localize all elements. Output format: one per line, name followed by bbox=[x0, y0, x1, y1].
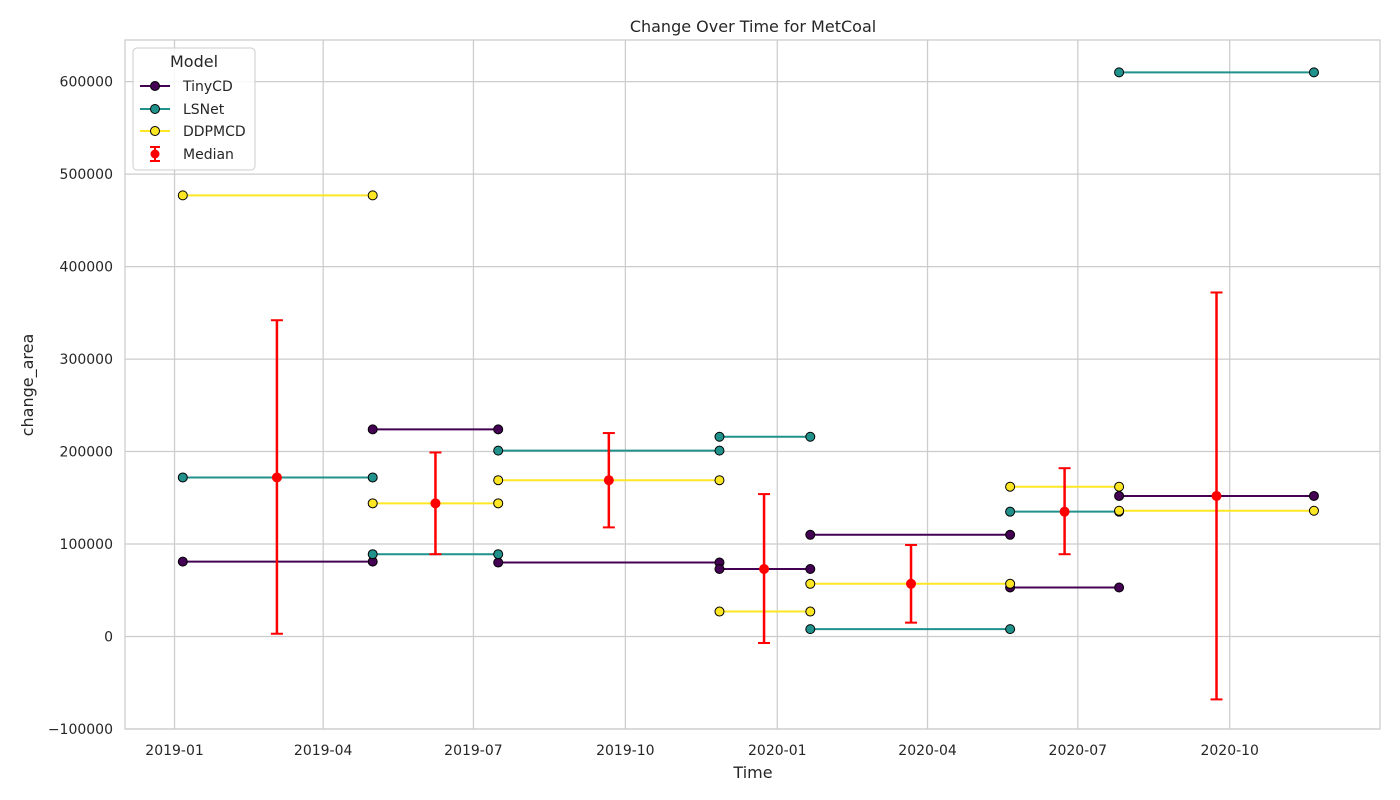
tinycd-point bbox=[1005, 529, 1016, 540]
y-tick-label: 0 bbox=[104, 630, 113, 646]
y-tick-label: 200000 bbox=[60, 445, 113, 461]
legend-median-marker bbox=[150, 149, 160, 159]
ddpmcd-point bbox=[177, 190, 188, 201]
lsnet-point bbox=[1308, 67, 1319, 78]
lsnet-point bbox=[1005, 624, 1016, 635]
legend-tinycd-label: TinyCD bbox=[182, 79, 233, 95]
lsnet-point bbox=[714, 445, 725, 456]
y-tick-label: 500000 bbox=[60, 167, 113, 183]
ddpmcd-point bbox=[1005, 578, 1016, 589]
x-tick-label: 2019-04 bbox=[294, 743, 353, 759]
x-tick-label: 2019-07 bbox=[444, 743, 503, 759]
legend-tinycd-marker bbox=[150, 81, 160, 91]
y-axis-ticks: −100000 0 100000 200000 300000 400000 500000 60… bbox=[48, 75, 113, 738]
tinycd-point bbox=[493, 557, 504, 568]
legend-lsnet-marker bbox=[150, 104, 160, 114]
median-point bbox=[1211, 490, 1222, 501]
y-tick-label: 600000 bbox=[60, 75, 113, 91]
legend-frame bbox=[132, 47, 256, 171]
lsnet-point bbox=[493, 445, 504, 456]
lsnet-point bbox=[367, 549, 378, 560]
lsnet-point bbox=[177, 472, 188, 483]
median-point bbox=[906, 578, 917, 589]
tinycd-point bbox=[367, 424, 378, 435]
tinycd-point bbox=[493, 424, 504, 435]
median-point bbox=[603, 475, 614, 486]
ddpmcd-point bbox=[1114, 481, 1125, 492]
x-tick-label: 2020-07 bbox=[1049, 743, 1108, 759]
ddpmcd-point bbox=[714, 606, 725, 617]
legend-ddpmcd-label: DDPMCD bbox=[183, 124, 246, 140]
lsnet-point bbox=[714, 431, 725, 442]
lsnet-point bbox=[805, 431, 816, 442]
y-tick-label: −100000 bbox=[48, 722, 113, 738]
y-tick-label: 100000 bbox=[60, 537, 113, 553]
y-tick-label: 400000 bbox=[60, 260, 113, 276]
chart-title: Change Over Time for MetCoal bbox=[630, 17, 876, 36]
x-tick-label: 2020-04 bbox=[898, 743, 957, 759]
tinycd-point bbox=[805, 564, 816, 575]
y-tick-label: 300000 bbox=[60, 352, 113, 368]
median-point bbox=[1059, 506, 1070, 517]
ddpmcd-point bbox=[493, 475, 504, 486]
tinycd-point bbox=[805, 529, 816, 540]
ddpmcd-point bbox=[1308, 505, 1319, 516]
lsnet-point bbox=[805, 624, 816, 635]
x-axis-ticks: 2019-01 2019-04 2019-07 2019-10 2020-01 2020-… bbox=[145, 743, 1259, 759]
ddpmcd-point bbox=[1005, 481, 1016, 492]
ddpmcd-point bbox=[805, 606, 816, 617]
y-axis-label: change_area bbox=[18, 334, 38, 437]
x-tick-label: 2019-10 bbox=[596, 743, 655, 759]
series-layer bbox=[177, 67, 1319, 635]
tinycd-point bbox=[1114, 582, 1125, 593]
x-tick-label: 2019-01 bbox=[145, 743, 204, 759]
ddpmcd-point bbox=[714, 475, 725, 486]
tinycd-point bbox=[1308, 490, 1319, 501]
ddpmcd-point bbox=[493, 498, 504, 509]
x-tick-label: 2020-10 bbox=[1200, 743, 1259, 759]
tinycd-point bbox=[1114, 490, 1125, 501]
series-lsnet bbox=[177, 67, 1319, 635]
lsnet-point bbox=[493, 549, 504, 560]
ddpmcd-point bbox=[367, 498, 378, 509]
lsnet-point bbox=[367, 472, 378, 483]
tinycd-point bbox=[714, 564, 725, 575]
legend-title: Model bbox=[170, 52, 218, 71]
x-axis-label: Time bbox=[732, 763, 772, 782]
legend-lsnet-label: LSNet bbox=[183, 102, 225, 118]
legend-median-label: Median bbox=[183, 147, 234, 163]
median-point bbox=[271, 472, 282, 483]
median-layer bbox=[270, 291, 1223, 701]
legend-ddpmcd-marker bbox=[150, 126, 160, 136]
legend-items: TinyCD LSNet DDPMCD Median bbox=[140, 79, 246, 163]
lsnet-point bbox=[1114, 67, 1125, 78]
ddpmcd-point bbox=[367, 190, 378, 201]
ddpmcd-point bbox=[805, 578, 816, 589]
legend: Model TinyCD LSNet DDPMCD Median bbox=[132, 47, 256, 171]
median-point bbox=[430, 498, 441, 509]
ddpmcd-point bbox=[1114, 505, 1125, 516]
lsnet-point bbox=[1005, 506, 1016, 517]
tinycd-point bbox=[177, 556, 188, 567]
median-point bbox=[759, 564, 770, 575]
plot-area-frame bbox=[124, 39, 1381, 730]
x-tick-label: 2020-01 bbox=[748, 743, 807, 759]
